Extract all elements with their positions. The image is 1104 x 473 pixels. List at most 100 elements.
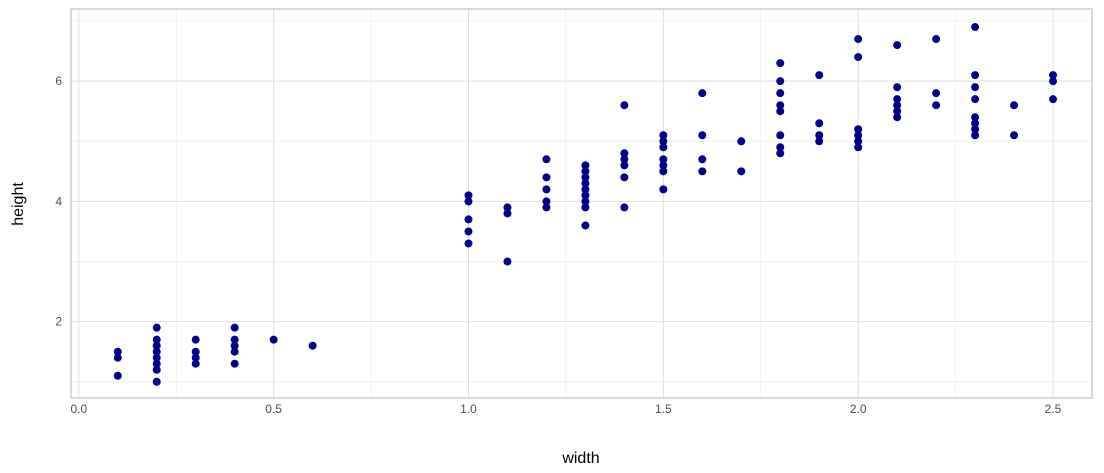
data-point — [776, 101, 785, 110]
data-point — [542, 185, 551, 194]
data-point — [893, 95, 902, 104]
data-point — [815, 119, 824, 128]
data-point — [815, 131, 824, 140]
data-point — [698, 131, 707, 140]
data-point — [152, 377, 161, 386]
x-tick-label: 1.5 — [655, 402, 672, 416]
data-point — [230, 341, 239, 350]
data-point — [152, 347, 161, 356]
data-point — [191, 359, 200, 368]
y-tick-label: 2 — [55, 315, 62, 329]
data-point — [113, 371, 122, 380]
data-point — [971, 113, 980, 122]
data-point — [971, 83, 980, 92]
data-point — [1010, 101, 1019, 110]
data-point — [698, 155, 707, 164]
data-point — [737, 167, 746, 176]
data-point — [854, 125, 863, 134]
data-point — [776, 77, 785, 86]
data-point — [620, 173, 629, 182]
data-point — [932, 89, 941, 98]
data-point — [893, 113, 902, 122]
x-tick-label: 2.0 — [850, 402, 867, 416]
data-point — [776, 149, 785, 158]
data-point — [971, 95, 980, 104]
data-point — [893, 83, 902, 92]
data-point — [893, 107, 902, 116]
data-point — [971, 125, 980, 134]
data-point — [1010, 131, 1019, 140]
y-tick-label: 6 — [55, 74, 62, 88]
data-point — [971, 131, 980, 140]
points-layer — [113, 23, 1058, 386]
data-point — [581, 161, 590, 170]
data-point — [854, 143, 863, 152]
data-point — [503, 257, 512, 266]
data-point — [152, 353, 161, 362]
data-point — [893, 101, 902, 110]
data-point — [698, 89, 707, 98]
data-point — [152, 359, 161, 368]
data-point — [854, 53, 863, 62]
plot-panel-border — [70, 8, 1093, 399]
data-point — [971, 119, 980, 128]
data-point — [659, 131, 668, 140]
x-axis-ticks: 0.0 0.5 1.0 1.5 2.0 2.5 — [70, 402, 1061, 416]
data-point — [659, 185, 668, 194]
data-point — [659, 161, 668, 170]
data-point — [971, 71, 980, 80]
data-point — [932, 101, 941, 110]
data-point — [776, 89, 785, 98]
data-point — [815, 137, 824, 146]
data-point — [581, 179, 590, 188]
data-point — [854, 131, 863, 140]
x-tick-label: 0.5 — [265, 402, 282, 416]
data-point — [152, 365, 161, 374]
data-point — [581, 221, 590, 230]
data-point — [581, 167, 590, 176]
data-point — [776, 107, 785, 116]
data-point — [659, 137, 668, 146]
data-point — [308, 341, 317, 350]
x-axis-title: width — [561, 450, 599, 467]
data-point — [1049, 71, 1058, 80]
x-tick-label: 1.0 — [460, 402, 477, 416]
data-point — [464, 197, 473, 206]
data-point — [464, 227, 473, 236]
grid-layer — [71, 9, 1092, 398]
y-axis-title: height — [10, 182, 27, 226]
data-point — [581, 185, 590, 194]
data-point — [737, 137, 746, 146]
data-point — [464, 239, 473, 248]
data-point — [230, 335, 239, 344]
data-point — [659, 155, 668, 164]
data-point — [230, 323, 239, 332]
data-point — [815, 71, 824, 80]
data-point — [620, 149, 629, 158]
data-point — [191, 335, 200, 344]
data-point — [776, 59, 785, 68]
y-tick-label: 4 — [55, 194, 62, 208]
data-point — [113, 347, 122, 356]
data-point — [503, 209, 512, 218]
data-point — [191, 347, 200, 356]
data-point — [581, 203, 590, 212]
x-tick-label: 2.5 — [1045, 402, 1062, 416]
data-point — [620, 161, 629, 170]
data-point — [776, 143, 785, 152]
data-point — [698, 167, 707, 176]
data-point — [542, 203, 551, 212]
data-point — [230, 347, 239, 356]
data-point — [464, 191, 473, 200]
data-point — [776, 131, 785, 140]
data-point — [1049, 95, 1058, 104]
data-point — [581, 191, 590, 200]
data-point — [620, 203, 629, 212]
data-point — [152, 323, 161, 332]
data-point — [113, 353, 122, 362]
data-point — [152, 341, 161, 350]
data-point — [854, 35, 863, 44]
data-point — [932, 35, 941, 44]
data-point — [893, 41, 902, 50]
data-point — [971, 23, 980, 32]
